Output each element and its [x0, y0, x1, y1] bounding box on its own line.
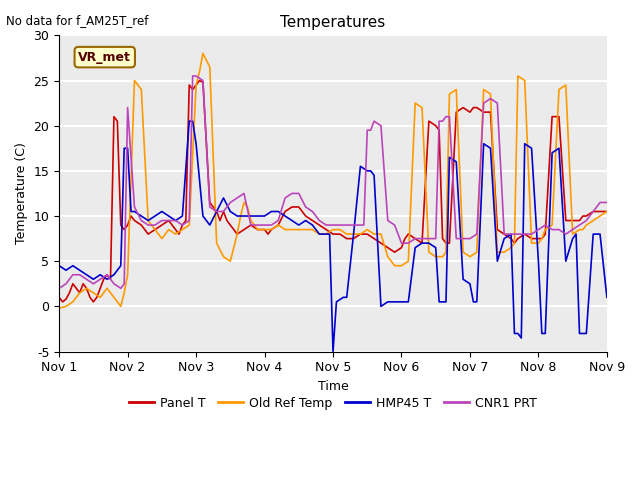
X-axis label: Time: Time	[317, 380, 348, 393]
Line: Panel T: Panel T	[59, 81, 607, 302]
HMP45 T	[151, 213, 159, 219]
Panel T	[603, 209, 611, 215]
Line: Old Ref Temp: Old Ref Temp	[59, 53, 607, 308]
CNR1 PRT	[144, 222, 152, 228]
Line: HMP45 T: HMP45 T	[59, 121, 607, 351]
HMP45 T	[486, 145, 494, 151]
Panel T	[59, 299, 67, 305]
Old Ref Temp	[199, 50, 207, 56]
Panel T	[55, 294, 63, 300]
Panel T	[281, 209, 289, 215]
Old Ref Temp	[120, 290, 128, 296]
Line: CNR1 PRT: CNR1 PRT	[59, 76, 607, 288]
HMP45 T	[55, 263, 63, 269]
CNR1 PRT	[603, 200, 611, 205]
Legend: Panel T, Old Ref Temp, HMP45 T, CNR1 PRT: Panel T, Old Ref Temp, HMP45 T, CNR1 PRT	[124, 392, 542, 415]
HMP45 T	[329, 348, 337, 354]
Text: VR_met: VR_met	[78, 50, 131, 64]
CNR1 PRT	[55, 286, 63, 291]
Old Ref Temp	[336, 227, 344, 232]
CNR1 PRT	[500, 231, 508, 237]
Old Ref Temp	[603, 209, 611, 215]
Old Ref Temp	[500, 249, 508, 255]
Old Ref Temp	[138, 87, 145, 93]
Title: Temperatures: Temperatures	[280, 15, 386, 30]
CNR1 PRT	[189, 73, 196, 79]
HMP45 T	[206, 222, 214, 228]
Old Ref Temp	[442, 249, 450, 255]
Panel T	[117, 222, 125, 228]
Panel T	[486, 109, 494, 115]
CNR1 PRT	[295, 191, 303, 196]
CNR1 PRT	[220, 209, 227, 215]
Panel T	[97, 286, 104, 291]
HMP45 T	[308, 222, 316, 228]
CNR1 PRT	[179, 222, 186, 228]
HMP45 T	[412, 245, 419, 251]
HMP45 T	[288, 217, 296, 223]
Old Ref Temp	[55, 305, 63, 311]
HMP45 T	[186, 118, 193, 124]
HMP45 T	[603, 294, 611, 300]
Old Ref Temp	[165, 227, 173, 232]
Panel T	[538, 236, 546, 241]
Panel T	[196, 78, 204, 84]
Text: No data for f_AM25T_ref: No data for f_AM25T_ref	[6, 14, 148, 27]
CNR1 PRT	[343, 222, 351, 228]
Panel T	[528, 236, 536, 241]
Y-axis label: Temperature (C): Temperature (C)	[15, 143, 28, 244]
